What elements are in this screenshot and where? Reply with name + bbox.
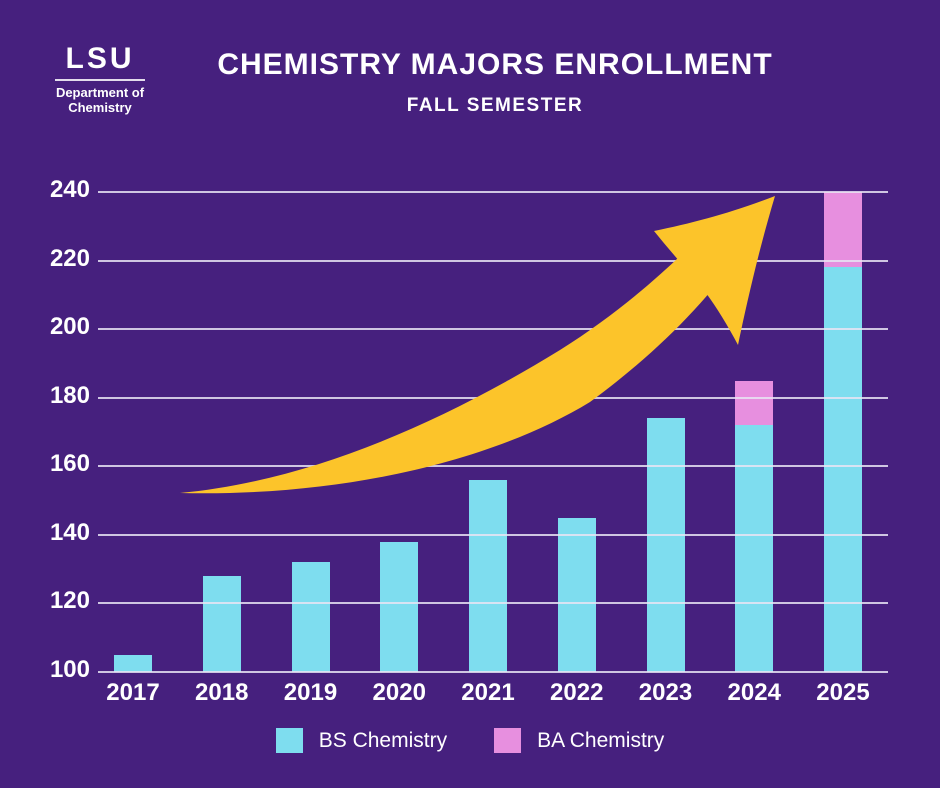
chart-legend: BS Chemistry BA Chemistry bbox=[0, 728, 940, 753]
logo-dept-line2: Chemistry bbox=[68, 99, 132, 115]
gridline-240 bbox=[98, 191, 888, 193]
bar-2019-bs bbox=[291, 562, 330, 672]
bar-2024-bs bbox=[735, 425, 774, 672]
gridline-180 bbox=[98, 396, 888, 399]
logo-divider bbox=[55, 79, 145, 81]
bar-2020-bs bbox=[380, 541, 419, 672]
lsu-logo-text: LSU bbox=[65, 42, 135, 75]
legend-item-ba-chemistry: BA Chemistry bbox=[494, 728, 664, 753]
x-tick-label-2024: 2024 bbox=[727, 679, 781, 706]
bar-2023-bs bbox=[646, 418, 685, 672]
logo-dept-line1: Department of bbox=[55, 85, 145, 100]
bar-2018-bs bbox=[202, 576, 241, 672]
x-tick-label-2018: 2018 bbox=[195, 679, 249, 706]
bar-2022-bs bbox=[557, 517, 596, 672]
y-tick-label-120: 120 bbox=[49, 587, 90, 615]
y-tick-label-220: 220 bbox=[49, 244, 90, 272]
x-tick-label-2022: 2022 bbox=[550, 679, 604, 706]
y-tick-label-240: 240 bbox=[49, 175, 90, 203]
legend-label-ba-chemistry: BA Chemistry bbox=[537, 728, 665, 752]
x-tick-label-2021: 2021 bbox=[461, 679, 515, 706]
x-tick-label-2020: 2020 bbox=[372, 679, 426, 706]
legend-swatch-bs-chemistry bbox=[275, 728, 303, 753]
gridline-120 bbox=[98, 602, 888, 605]
legend-swatch-ba-chemistry bbox=[494, 728, 522, 753]
lsu-logo: LSU Department of Chemistry bbox=[52, 44, 148, 115]
legend-label-bs-chemistry: BS Chemistry bbox=[318, 728, 448, 752]
gridline-100 bbox=[98, 671, 888, 673]
gridline-200 bbox=[98, 328, 888, 331]
bar-2024-ba bbox=[735, 380, 774, 426]
x-tick-label-2019: 2019 bbox=[283, 679, 338, 706]
bar-2025-bs bbox=[824, 267, 862, 672]
y-tick-label-100: 100 bbox=[49, 655, 90, 683]
bar-2021-bs bbox=[469, 480, 507, 672]
x-tick-label-2023: 2023 bbox=[638, 679, 693, 706]
y-tick-label-200: 200 bbox=[49, 312, 90, 340]
y-tick-label-180: 180 bbox=[49, 381, 90, 409]
y-tick-label-140: 140 bbox=[49, 518, 90, 546]
bar-2025-ba bbox=[824, 192, 862, 268]
x-tick-label-2017: 2017 bbox=[106, 679, 160, 706]
trend-arrow-shaft bbox=[180, 228, 741, 494]
legend-item-bs-chemistry: BS Chemistry bbox=[275, 728, 448, 753]
y-tick-label-160: 160 bbox=[49, 450, 90, 478]
x-tick-label-2025: 2025 bbox=[816, 679, 870, 706]
page-title: CHEMISTRY MAJORS ENROLLMENT bbox=[217, 48, 773, 81]
gridline-160 bbox=[98, 465, 888, 468]
trend-arrow-head bbox=[654, 196, 775, 345]
gridline-140 bbox=[98, 533, 888, 536]
gridline-220 bbox=[98, 259, 888, 262]
bar-2017-bs bbox=[114, 654, 152, 672]
page-subtitle: FALL SEMESTER bbox=[406, 95, 584, 116]
